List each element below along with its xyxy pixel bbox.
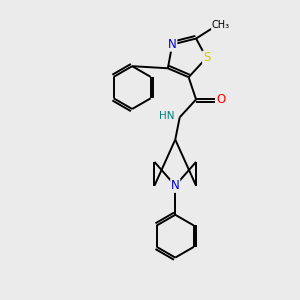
Text: O: O <box>217 93 226 106</box>
Text: N: N <box>168 38 177 51</box>
Text: HN: HN <box>160 111 175 121</box>
Text: N: N <box>171 179 180 192</box>
Text: CH₃: CH₃ <box>212 20 230 30</box>
Text: S: S <box>203 51 210 64</box>
